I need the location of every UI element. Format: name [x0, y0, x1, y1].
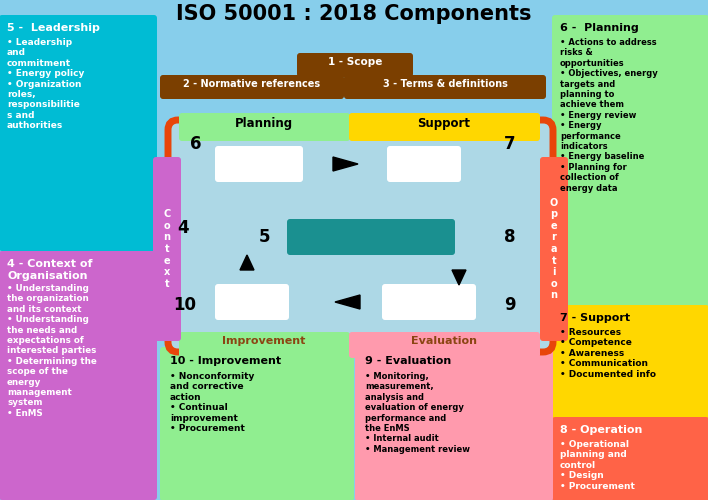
Text: 5: 5	[259, 228, 270, 246]
Text: Planning: Planning	[235, 117, 293, 130]
FancyBboxPatch shape	[0, 251, 157, 500]
Text: 8: 8	[504, 228, 515, 246]
FancyBboxPatch shape	[215, 284, 289, 320]
FancyBboxPatch shape	[552, 417, 708, 500]
FancyBboxPatch shape	[344, 75, 546, 99]
Polygon shape	[240, 255, 254, 270]
FancyBboxPatch shape	[297, 53, 413, 77]
Text: • Nonconformity
and corrective
action
• Continual
improvement
• Procurement: • Nonconformity and corrective action • …	[170, 372, 254, 433]
Text: • Actions to address
risks &
opportunities
• Objectives, energy
targets and
plan: • Actions to address risks & opportuniti…	[560, 38, 658, 192]
FancyBboxPatch shape	[355, 347, 553, 500]
FancyBboxPatch shape	[382, 284, 476, 320]
FancyBboxPatch shape	[552, 15, 708, 306]
FancyBboxPatch shape	[179, 113, 350, 141]
FancyBboxPatch shape	[160, 347, 354, 500]
Text: • Resources
• Competence
• Awareness
• Communication
• Documented info: • Resources • Competence • Awareness • C…	[560, 328, 656, 378]
Text: CHECK: CHECK	[401, 294, 457, 310]
Text: 10 - Improvement: 10 - Improvement	[170, 356, 281, 366]
Text: 4 - Context of
Organisation: 4 - Context of Organisation	[7, 259, 93, 280]
Text: ACT: ACT	[235, 294, 269, 310]
Text: • Leadership
and
commitment
• Energy policy
• Organization
roles,
responsibiliti: • Leadership and commitment • Energy pol…	[7, 38, 84, 130]
Text: 4: 4	[177, 219, 189, 237]
FancyBboxPatch shape	[287, 219, 455, 255]
FancyBboxPatch shape	[0, 15, 157, 251]
Text: • Understanding
the organization
and its context
• Understanding
the needs and
e: • Understanding the organization and its…	[7, 284, 97, 418]
Text: Leadership: Leadership	[328, 230, 414, 244]
Text: 1 - Scope: 1 - Scope	[328, 57, 382, 67]
Text: 6: 6	[190, 135, 202, 153]
Polygon shape	[452, 270, 466, 285]
FancyBboxPatch shape	[387, 146, 461, 182]
FancyBboxPatch shape	[552, 305, 708, 419]
Text: 10: 10	[173, 296, 197, 314]
Text: 7: 7	[504, 135, 516, 153]
Text: • Operational
planning and
control
• Design
• Procurement: • Operational planning and control • Des…	[560, 440, 635, 490]
Text: DO: DO	[411, 156, 437, 172]
Text: 3 - Terms & definitions: 3 - Terms & definitions	[382, 79, 508, 89]
Text: 2 - Normative references: 2 - Normative references	[183, 79, 321, 89]
FancyBboxPatch shape	[540, 157, 568, 341]
Text: 6 -  Planning: 6 - Planning	[560, 23, 639, 33]
Polygon shape	[333, 157, 358, 171]
FancyBboxPatch shape	[153, 157, 181, 341]
Polygon shape	[335, 295, 360, 309]
Text: PLAN: PLAN	[236, 156, 282, 172]
Text: Evaluation: Evaluation	[411, 336, 477, 346]
Text: 7 - Support: 7 - Support	[560, 313, 630, 323]
Text: ISO 50001 : 2018 Components: ISO 50001 : 2018 Components	[176, 4, 532, 24]
Text: C
o
n
t
e
x
t: C o n t e x t	[164, 209, 171, 289]
Text: • Monitoring,
measurement,
analysis and
evaluation of energy
performance and
the: • Monitoring, measurement, analysis and …	[365, 372, 470, 454]
Text: Improvement: Improvement	[222, 336, 306, 346]
Text: 9 - Evaluation: 9 - Evaluation	[365, 356, 451, 366]
Text: 9: 9	[504, 296, 516, 314]
Text: 8 - Operation: 8 - Operation	[560, 425, 642, 435]
FancyBboxPatch shape	[349, 113, 540, 141]
FancyBboxPatch shape	[215, 146, 303, 182]
FancyBboxPatch shape	[160, 75, 344, 99]
Text: O
p
e
r
a
t
i
o
n: O p e r a t i o n	[550, 198, 558, 300]
Text: Support: Support	[418, 117, 471, 130]
FancyBboxPatch shape	[179, 332, 350, 358]
Text: 5 -  Leadership: 5 - Leadership	[7, 23, 100, 33]
FancyBboxPatch shape	[168, 120, 553, 352]
FancyBboxPatch shape	[349, 332, 540, 358]
